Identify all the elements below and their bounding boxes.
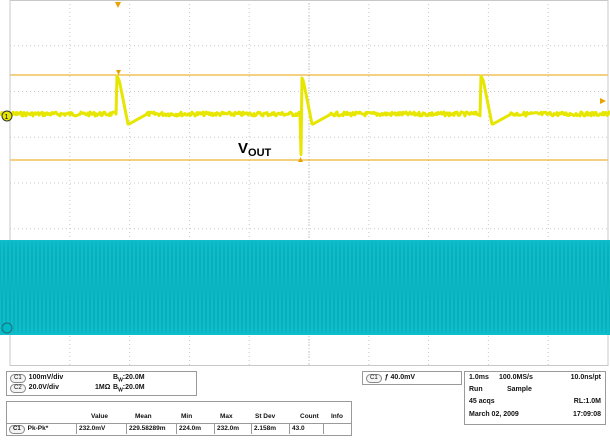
trigger-level: 40.0mV xyxy=(390,374,416,381)
acquisition-panel[interactable]: 1.0ms 100.0MS/s 10.0ns/pt Run Sample 45 … xyxy=(464,371,606,425)
meas-info xyxy=(324,424,351,434)
meas-channel-badge: C1 xyxy=(9,425,25,434)
ch1-scale[interactable]: 100mV/div xyxy=(28,374,64,381)
header-count: Count xyxy=(300,413,319,420)
meas-stdev: 2.158m xyxy=(252,424,290,434)
sample-rate: 100.0MS/s xyxy=(499,374,533,381)
screen-border xyxy=(9,0,609,366)
cursor-marker-bottom[interactable] xyxy=(298,157,303,162)
ch2-bandwidth: BW:20.0M xyxy=(113,384,145,394)
capture-date: March 02, 2009 xyxy=(469,411,519,418)
ch2-impedance: 1MΩ xyxy=(95,384,111,391)
ch1-badge[interactable]: C1 xyxy=(10,374,26,383)
meas-min: 224.0m xyxy=(177,424,215,434)
svg-text:1: 1 xyxy=(5,114,9,121)
header-info: Info xyxy=(331,413,343,420)
measurement-name-cell: C1 Pk-Pk* xyxy=(7,424,77,434)
ch1-ground-marker[interactable]: 1 xyxy=(1,110,13,122)
ch1-path xyxy=(0,74,610,156)
meas-max: 232.0m xyxy=(215,424,252,434)
measurement-name: Pk-Pk* xyxy=(27,425,49,432)
ch1-waveform xyxy=(0,74,610,156)
ch2-waveform xyxy=(0,240,610,335)
channel-settings-panel: C1 100mV/div BW:20.0M C2 20.0V/div 1MΩ BW:… xyxy=(6,371,197,396)
acq-count: 45 acqs xyxy=(469,398,495,405)
ch2-edges xyxy=(0,241,610,334)
meas-mean: 229.58289m xyxy=(127,424,177,434)
measurement-header-row: Value Mean Min Max St Dev Count Info xyxy=(7,412,351,422)
cursor-marker-top[interactable] xyxy=(116,70,121,75)
vout-label: VOUT xyxy=(238,140,272,159)
trigger-source-badge: C1 xyxy=(366,374,382,383)
ch2-badge[interactable]: C2 xyxy=(10,384,26,393)
header-value: Value xyxy=(91,413,108,420)
run-state: Run xyxy=(469,386,483,393)
capture-time: 17:09:08 xyxy=(572,411,601,418)
header-min: Min xyxy=(181,413,193,420)
header-max: Max xyxy=(220,413,233,420)
resolution: 10.0ns/pt xyxy=(570,374,601,381)
header-stdev: St Dev xyxy=(255,413,276,420)
acq-mode: Sample xyxy=(507,386,532,393)
rising-edge-icon: ƒ xyxy=(384,374,389,381)
meas-value: 232.0mV xyxy=(77,424,127,434)
timebase: 1.0ms xyxy=(469,374,489,381)
header-mean: Mean xyxy=(135,413,152,420)
waveform-display: 1 VOUT xyxy=(0,0,610,366)
trigger-level-marker[interactable] xyxy=(600,98,606,104)
record-length: RL:1.0M xyxy=(573,398,601,405)
ch2-scale[interactable]: 20.0V/div xyxy=(28,384,60,391)
trigger-panel[interactable]: C1 ƒ 40.0mV xyxy=(362,371,462,385)
trigger-position-marker[interactable] xyxy=(115,2,121,8)
ch2-ground-marker[interactable] xyxy=(1,322,13,334)
measurement-table: Value Mean Min Max St Dev Count Info C1 P… xyxy=(6,401,352,436)
meas-count: 43.0 xyxy=(290,424,324,434)
ch1-bandwidth: BW:20.0M xyxy=(113,374,145,384)
measurement-row[interactable]: C1 Pk-Pk* 232.0mV 229.58289m 224.0m 232.0… xyxy=(7,423,351,434)
